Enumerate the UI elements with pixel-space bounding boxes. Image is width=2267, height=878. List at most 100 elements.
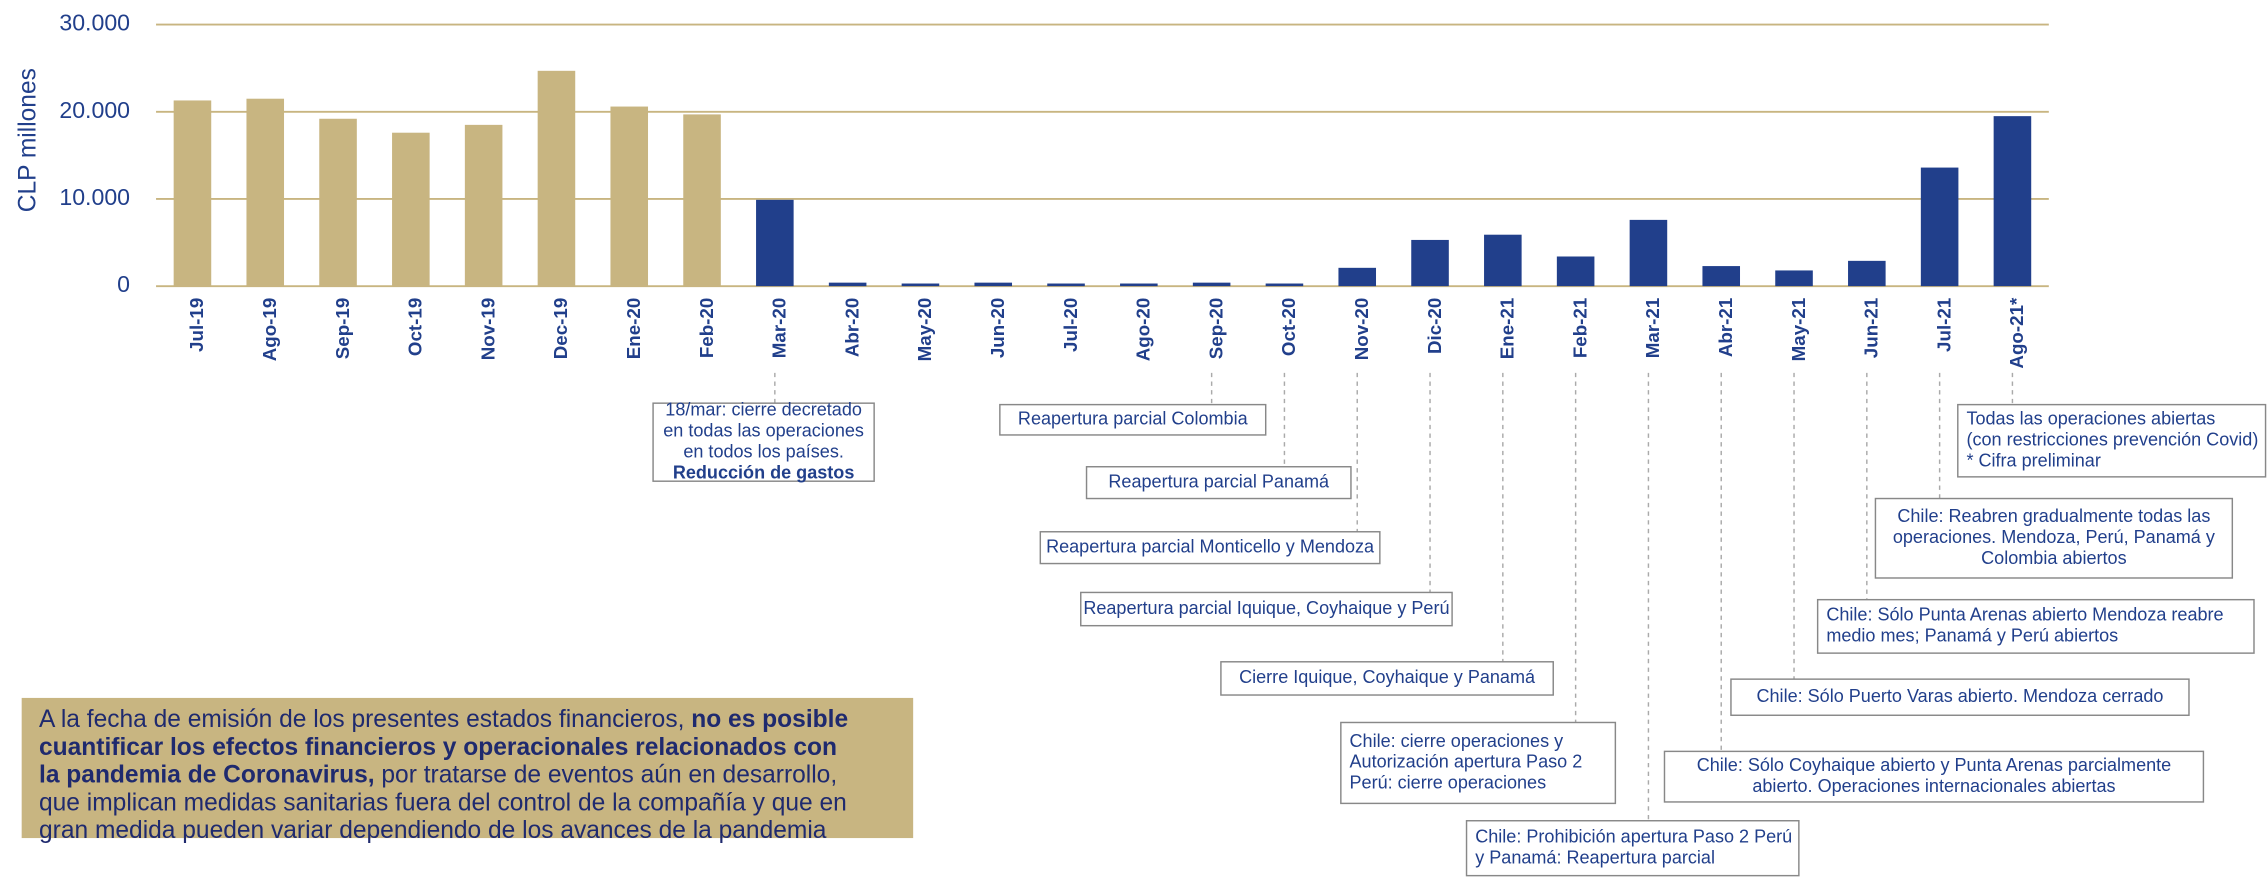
annotation-text: (con restricciones prevención Covid) xyxy=(1966,429,2258,449)
bar xyxy=(464,124,503,287)
y-tick-label: 0 xyxy=(117,271,130,297)
annotation-text: operaciones. Mendoza, Perú, Panamá y xyxy=(1893,527,2215,547)
annotation-box xyxy=(1957,403,2267,478)
annotation-text: medio mes; Panamá y Perú abiertos xyxy=(1826,626,2118,646)
bar xyxy=(1556,256,1595,287)
x-tick-label: Dic-20 xyxy=(1424,298,1445,354)
note-text: A la fecha de emisión de los presentes e… xyxy=(39,707,848,734)
x-tick-label: Jul-21 xyxy=(1933,298,1954,352)
bar xyxy=(1775,270,1813,287)
annotation-text: Reapertura parcial Iquique, Coyhaique y … xyxy=(1083,598,1449,618)
note-text: cuantificar los efectos financieros y op… xyxy=(39,734,837,761)
note-segment: la pandemia de Coronavirus, xyxy=(39,762,375,789)
note-segment: por tratarse de eventos aún en desarroll… xyxy=(375,762,838,789)
bar xyxy=(828,282,867,287)
bar xyxy=(901,283,940,287)
y-tick-label: 10.000 xyxy=(59,184,130,210)
bar xyxy=(1848,260,1886,287)
bar xyxy=(1484,234,1522,287)
annotation-text: Chile: Reabren gradualmente todas las xyxy=(1897,506,2210,526)
annotation-text: Reapertura parcial Panamá xyxy=(1108,471,1330,491)
annotation-text: Colombia abiertos xyxy=(1981,548,2126,568)
note-box xyxy=(21,697,914,839)
x-tick-label: Sep-20 xyxy=(1205,298,1226,360)
bar xyxy=(683,114,721,287)
bar xyxy=(1993,116,2032,287)
bar xyxy=(1265,283,1304,287)
bar xyxy=(392,132,430,287)
note-segment: que implican medidas sanitarias fuera de… xyxy=(39,790,847,817)
annotation-text: Perú: cierre operaciones xyxy=(1350,773,1547,793)
annotation-text: Chile: Sólo Coyhaique abierto y Punta Ar… xyxy=(1697,755,2172,775)
note-segment: cuantificar los efectos financieros y op… xyxy=(39,734,837,761)
annotation-text: 18/mar: cierre decretado xyxy=(665,400,862,420)
x-tick-label: Dec-19 xyxy=(550,298,571,360)
annotation-text: en todos los países. xyxy=(683,441,844,461)
note-segment: A la fecha de emisión de los presentes e… xyxy=(39,707,691,734)
x-tick-label: Feb-20 xyxy=(696,298,717,358)
x-tick-label: Jun-20 xyxy=(987,298,1008,358)
annotation-text: abierto. Operaciones internacionales abi… xyxy=(1752,776,2115,796)
annotation-box xyxy=(1080,591,1453,627)
annotation-box xyxy=(1465,820,1800,877)
x-tick-label: Ago-19 xyxy=(259,298,280,362)
annotation-text: * Cifra preliminar xyxy=(1966,450,2100,470)
note-text: la pandemia de Coronavirus, por tratarse… xyxy=(39,762,837,789)
annotation-text: Reapertura parcial Colombia xyxy=(1018,409,1249,429)
y-tick-label: 30.000 xyxy=(59,10,130,36)
bar xyxy=(1702,266,1741,287)
annotation-box xyxy=(1663,750,2205,803)
bar xyxy=(756,199,794,287)
x-tick-label: Ene-21 xyxy=(1497,298,1518,360)
x-tick-label: Ago-21* xyxy=(2006,297,2027,369)
annotation-text: y Panamá: Reapertura parcial xyxy=(1475,847,1715,867)
annotation-box xyxy=(1085,466,1352,500)
annotation-box xyxy=(1874,497,2234,579)
x-tick-label: Abr-21 xyxy=(1715,298,1736,357)
annotation-box xyxy=(1816,598,2255,654)
annotation-box xyxy=(999,403,1267,436)
annotation-text: Autorización apertura Paso 2 xyxy=(1350,752,1583,772)
annotation-text: en todas las operaciones xyxy=(663,420,864,440)
annotation-text: Chile: Prohibición apertura Paso 2 Perú xyxy=(1475,826,1792,846)
note-segment: no es posible xyxy=(691,707,848,734)
bar xyxy=(1629,219,1668,287)
bar xyxy=(1120,283,1158,287)
x-tick-label: Feb-21 xyxy=(1569,298,1590,358)
annotation-box xyxy=(652,402,875,482)
bar xyxy=(974,282,1013,287)
bar xyxy=(1047,283,1085,287)
bar xyxy=(537,70,576,287)
annotation-text: Chile: cierre operaciones y xyxy=(1350,731,1564,751)
x-tick-label: May-20 xyxy=(914,298,935,362)
y-tick-label: 20.000 xyxy=(59,97,130,123)
bar xyxy=(1192,282,1231,287)
x-tick-label: Ene-20 xyxy=(623,298,644,360)
x-tick-label: Oct-19 xyxy=(405,298,426,356)
annotation-text: Chile: Sólo Puerto Varas abierto. Mendoz… xyxy=(1756,686,2163,706)
bar xyxy=(246,98,285,287)
x-tick-label: Jul-19 xyxy=(186,298,207,352)
x-tick-label: Nov-19 xyxy=(477,298,498,361)
bar xyxy=(610,106,649,287)
annotation-text: Chile: Sólo Punta Arenas abierto Mendoza… xyxy=(1826,605,2223,625)
x-tick-label: Mar-21 xyxy=(1642,298,1663,359)
note-segment: gran medida pueden variar dependiendo de… xyxy=(39,817,827,844)
annotation-box xyxy=(1730,678,2190,716)
note-text: gran medida pueden variar dependiendo de… xyxy=(39,817,827,844)
y-axis-label: CLP millones xyxy=(14,68,41,212)
x-tick-label: Mar-20 xyxy=(769,298,790,358)
x-tick-label: Jun-21 xyxy=(1861,298,1882,358)
annotation-box xyxy=(1340,721,1617,805)
x-tick-label: Ago-20 xyxy=(1133,298,1154,362)
x-tick-label: Abr-20 xyxy=(841,298,862,357)
bar xyxy=(319,118,357,287)
annotation-text: Cierre Iquique, Coyhaique y Panamá xyxy=(1239,667,1536,687)
x-tick-label: Nov-20 xyxy=(1351,298,1372,361)
bar xyxy=(173,100,212,287)
bar xyxy=(1920,167,1959,287)
note-text: que implican medidas sanitarias fuera de… xyxy=(39,790,847,817)
annotation-text: Todas las operaciones abiertas xyxy=(1966,409,2215,429)
annotation-box xyxy=(1220,661,1554,696)
